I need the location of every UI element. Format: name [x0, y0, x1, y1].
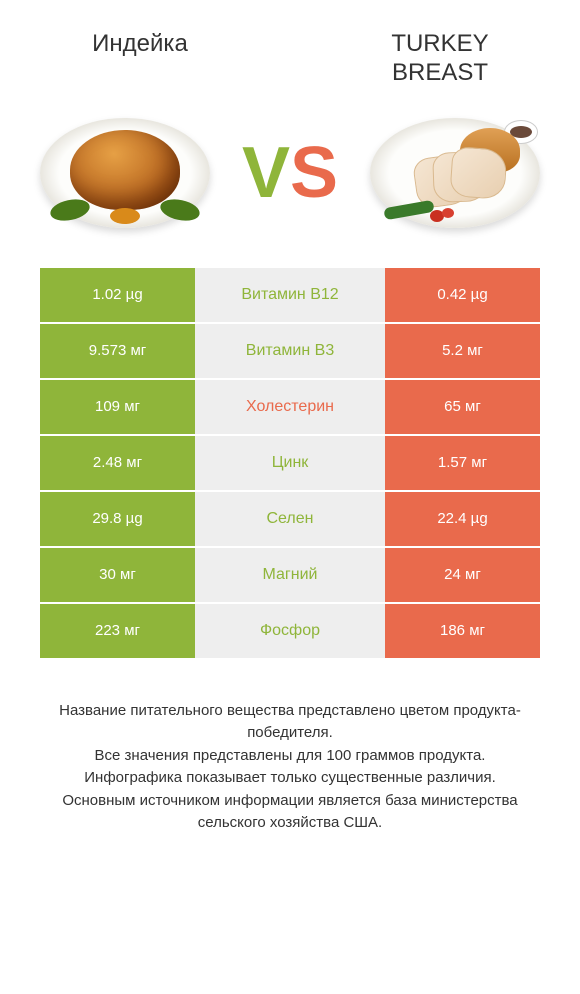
left-value: 29.8 µg [40, 492, 195, 546]
nutrient-row: 30 мгМагний24 мг [40, 548, 540, 604]
right-title-line2: BREAST [392, 59, 488, 86]
right-product-image [360, 108, 550, 238]
nutrient-label: Холестерин [195, 380, 385, 434]
footer-line: Название питательного вещества представл… [30, 700, 550, 745]
nutrient-label: Фосфор [195, 604, 385, 658]
header: Индейка TURKEY BREAST [0, 0, 580, 98]
nutrient-row: 9.573 мгВитамин B35.2 мг [40, 324, 540, 380]
left-value: 9.573 мг [40, 324, 195, 378]
left-value: 109 мг [40, 380, 195, 434]
left-product-title: Индейка [40, 30, 240, 88]
left-value: 223 мг [40, 604, 195, 658]
vs-v: V [242, 137, 290, 209]
nutrient-label: Селен [195, 492, 385, 546]
right-value: 1.57 мг [385, 436, 540, 490]
nutrient-row: 109 мгХолестерин65 мг [40, 380, 540, 436]
left-value: 1.02 µg [40, 268, 195, 322]
right-product-title: TURKEY BREAST [340, 30, 540, 88]
left-value: 2.48 мг [40, 436, 195, 490]
nutrient-row: 1.02 µgВитамин B120.42 µg [40, 268, 540, 324]
right-title-line1: TURKEY [391, 30, 488, 57]
footer-notes: Название питательного вещества представл… [0, 660, 580, 835]
nutrient-row: 29.8 µgСелен22.4 µg [40, 492, 540, 548]
nutrient-label: Витамин B12 [195, 268, 385, 322]
right-value: 24 мг [385, 548, 540, 602]
right-value: 22.4 µg [385, 492, 540, 546]
footer-line: Основным источником информации является … [30, 790, 550, 835]
nutrient-row: 2.48 мгЦинк1.57 мг [40, 436, 540, 492]
vs-s: S [290, 137, 338, 209]
right-value: 65 мг [385, 380, 540, 434]
nutrient-table: 1.02 µgВитамин B120.42 µg9.573 мгВитамин… [0, 268, 580, 660]
left-product-image [30, 108, 220, 238]
left-value: 30 мг [40, 548, 195, 602]
nutrient-label: Витамин B3 [195, 324, 385, 378]
compare-row: VS [0, 98, 580, 268]
nutrient-row: 223 мгФосфор186 мг [40, 604, 540, 660]
footer-line: Все значения представлены для 100 граммо… [30, 745, 550, 768]
right-value: 0.42 µg [385, 268, 540, 322]
right-value: 186 мг [385, 604, 540, 658]
nutrient-label: Магний [195, 548, 385, 602]
right-value: 5.2 мг [385, 324, 540, 378]
nutrient-label: Цинк [195, 436, 385, 490]
footer-line: Инфографика показывает только существенн… [30, 767, 550, 790]
vs-label: VS [242, 137, 338, 209]
